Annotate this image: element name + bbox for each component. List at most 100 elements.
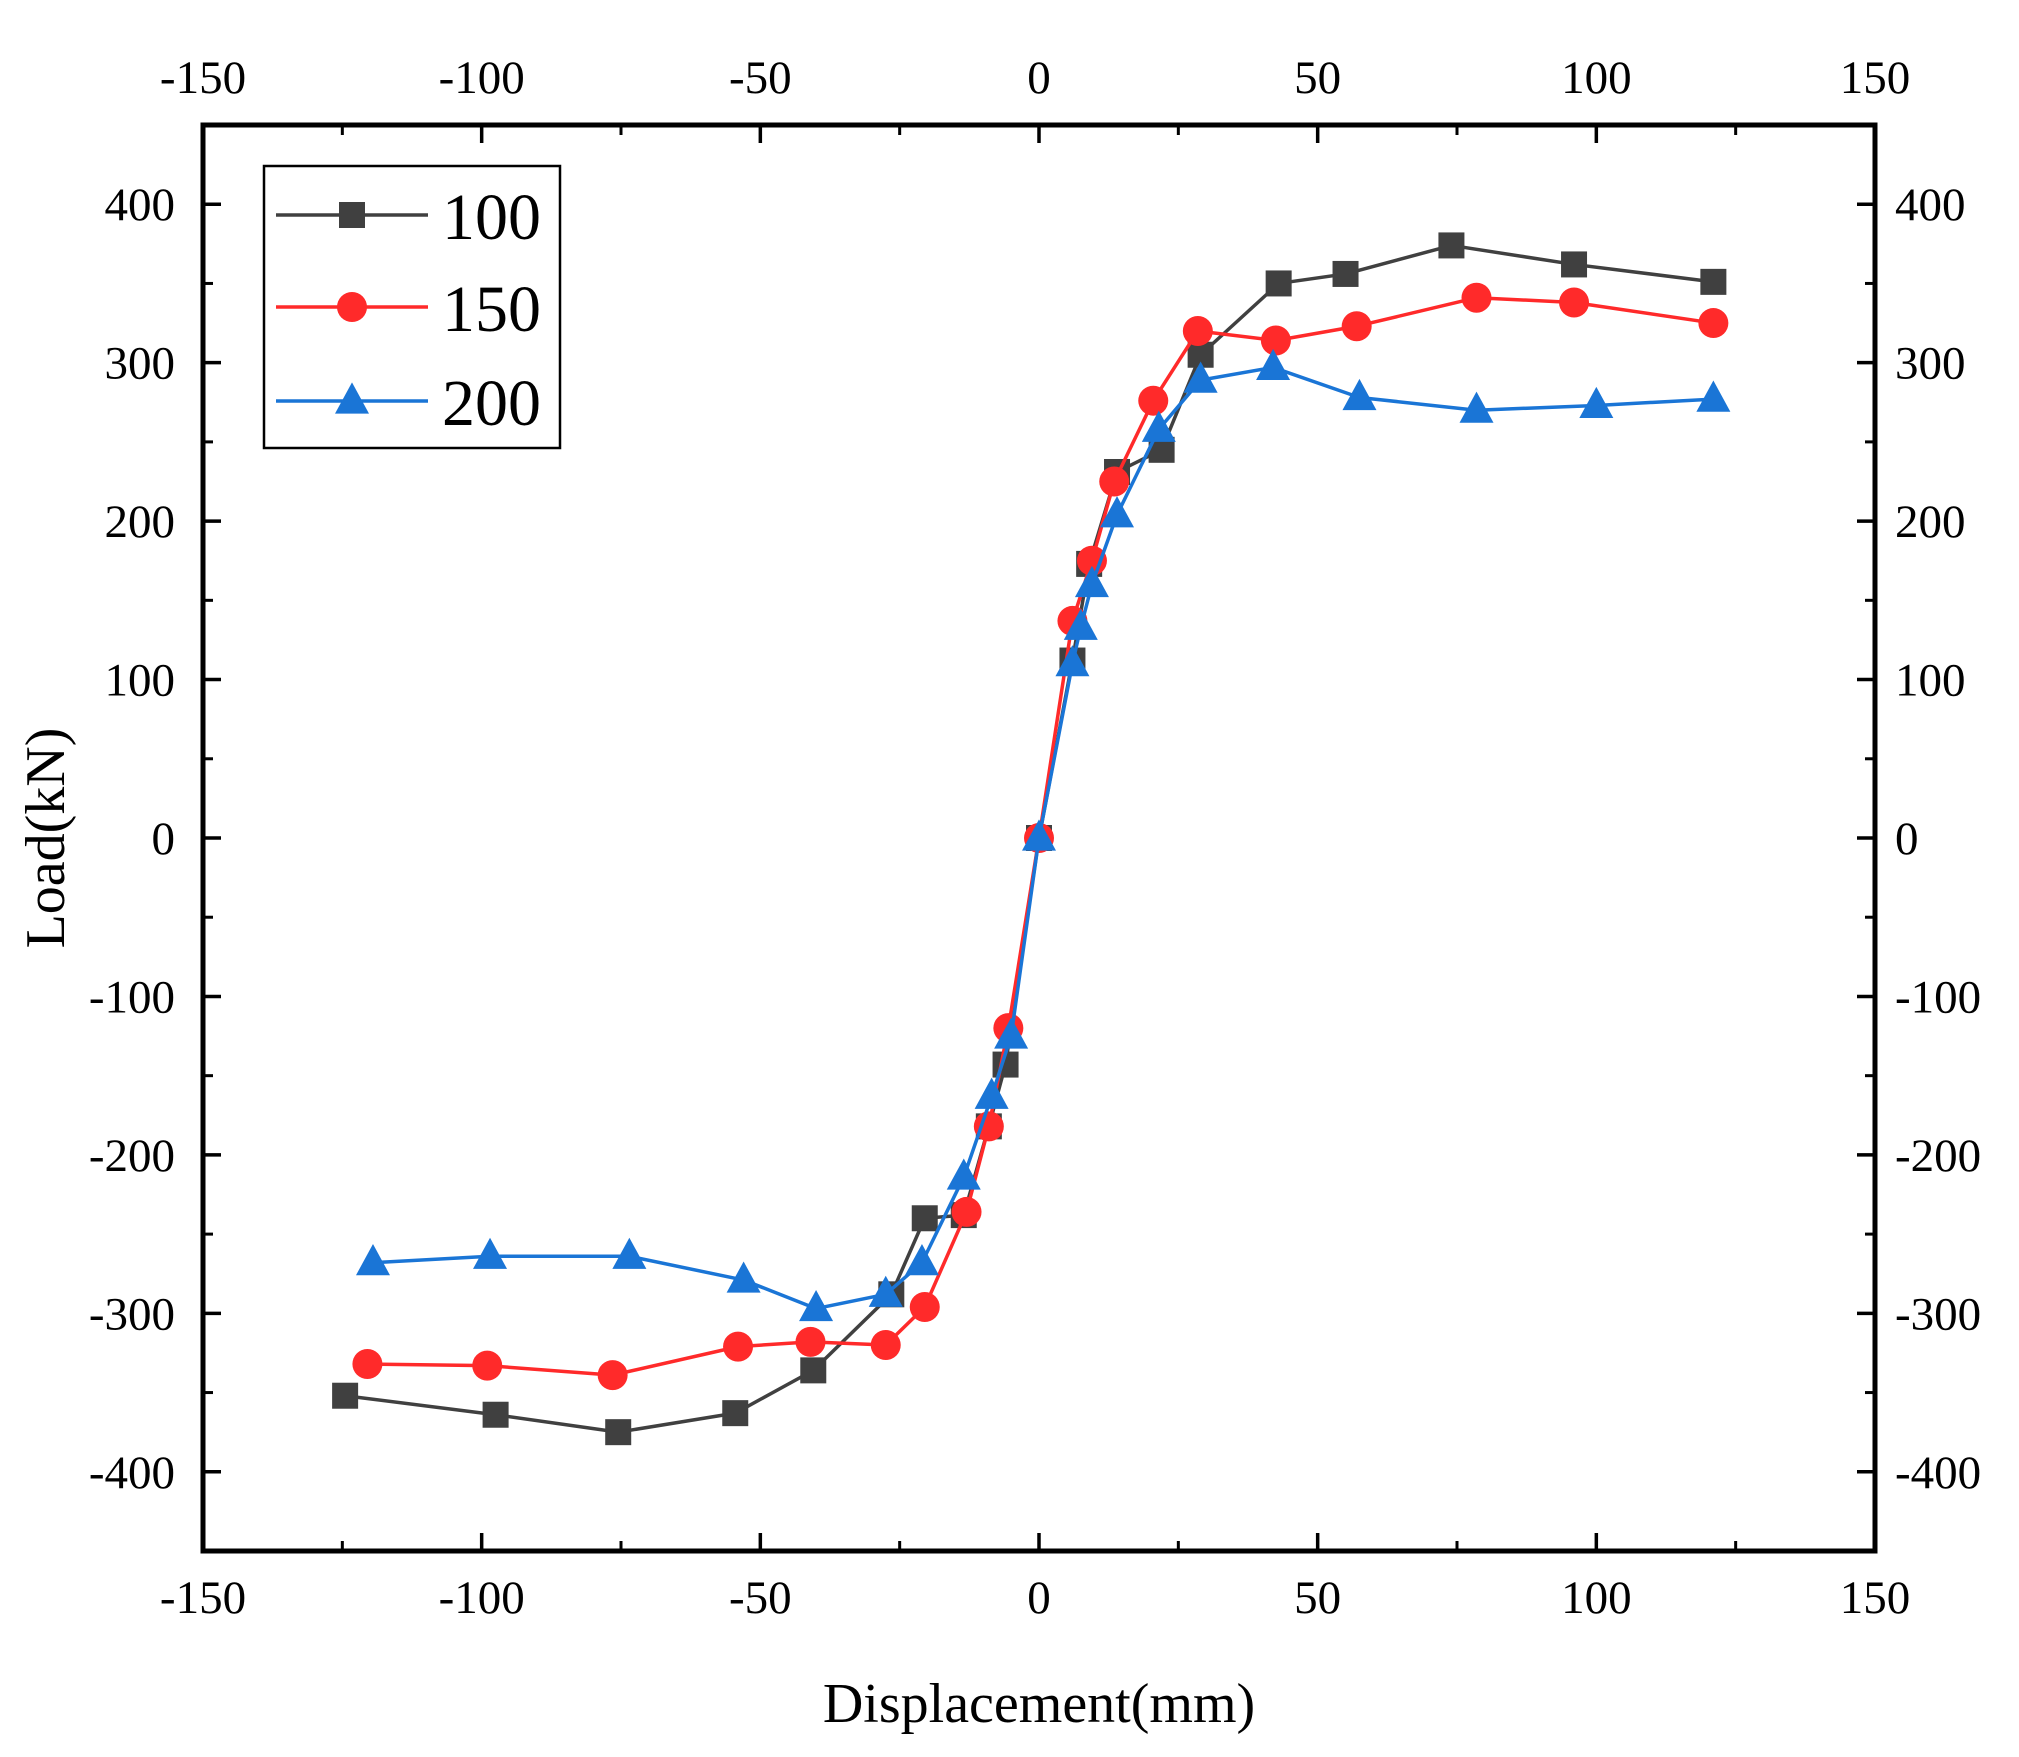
data-point-150 bbox=[723, 1331, 754, 1362]
legend-label: 200 bbox=[442, 367, 541, 440]
data-point-200 bbox=[868, 1275, 903, 1307]
axis-tick-labels: -150 -150 -100 -100 -50 -50 0 0 50 50 100 100 150 150… bbox=[89, 52, 1981, 1624]
data-point-200 bbox=[355, 1244, 390, 1276]
data-point-200 bbox=[974, 1077, 1009, 1109]
data-point-200 bbox=[1256, 348, 1291, 381]
data-point-200 bbox=[1579, 386, 1614, 419]
y-tick-label-left: -100 bbox=[89, 971, 175, 1023]
data-point-100 bbox=[1561, 251, 1588, 278]
data-point-200 bbox=[726, 1261, 761, 1293]
y-tick-label-right: -200 bbox=[1895, 1130, 1981, 1182]
x-tick-label-bottom: -50 bbox=[729, 1572, 792, 1624]
y-tick-label-right: -300 bbox=[1895, 1288, 1981, 1340]
legend-marker-square bbox=[339, 202, 365, 228]
legend-label: 100 bbox=[442, 181, 541, 254]
data-point-100 bbox=[482, 1401, 509, 1428]
y-tick-label-left: 0 bbox=[152, 813, 176, 865]
data-point-200 bbox=[946, 1158, 981, 1190]
data-point-100 bbox=[722, 1400, 749, 1427]
x-tick-label-top: -100 bbox=[439, 52, 525, 104]
series-200 bbox=[355, 348, 1731, 1322]
y-tick-label-right: 200 bbox=[1895, 496, 1966, 548]
y-tick-label-left: 100 bbox=[105, 655, 176, 707]
data-point-100 bbox=[800, 1357, 827, 1384]
legend-entry-100: 100 bbox=[276, 181, 541, 254]
x-tick-label-bottom: 50 bbox=[1294, 1572, 1341, 1624]
data-series bbox=[332, 232, 1731, 1446]
data-point-200 bbox=[1100, 496, 1135, 528]
x-tick-label-top: -50 bbox=[729, 52, 792, 104]
data-point-100 bbox=[1265, 270, 1292, 297]
x-tick-label-top: -150 bbox=[160, 52, 246, 104]
data-point-200 bbox=[904, 1244, 939, 1276]
data-point-200 bbox=[799, 1289, 834, 1322]
x-tick-label-bottom: -100 bbox=[439, 1572, 525, 1624]
data-point-200 bbox=[1141, 410, 1176, 442]
data-point-200 bbox=[1022, 819, 1056, 851]
y-tick-label-right: 100 bbox=[1895, 655, 1966, 707]
legend-marker-triangle bbox=[335, 382, 369, 414]
data-point-150 bbox=[597, 1360, 628, 1391]
legend-entries: 100 150 200 bbox=[276, 181, 541, 440]
y-tick-label-left: -300 bbox=[89, 1288, 175, 1340]
x-tick-label-bottom: 100 bbox=[1561, 1572, 1632, 1624]
data-point-150 bbox=[1341, 311, 1372, 342]
data-point-200 bbox=[1342, 378, 1377, 411]
data-point-150 bbox=[472, 1350, 503, 1381]
data-point-150 bbox=[1698, 308, 1729, 339]
x-tick-label-top: 150 bbox=[1840, 52, 1911, 104]
x-tick-label-bottom: 0 bbox=[1027, 1572, 1051, 1624]
data-point-150 bbox=[951, 1196, 982, 1227]
series-line-200 bbox=[372, 365, 1714, 1311]
legend-marker-circle bbox=[337, 292, 367, 322]
data-point-200 bbox=[612, 1237, 647, 1269]
data-point-150 bbox=[1461, 282, 1492, 313]
legend-entry-150: 150 bbox=[276, 273, 541, 346]
data-point-150 bbox=[1559, 287, 1590, 318]
x-tick-label-bottom: -150 bbox=[160, 1572, 246, 1624]
y-tick-label-right: 400 bbox=[1895, 179, 1966, 231]
data-point-200 bbox=[1063, 608, 1098, 640]
y-tick-label-right: -100 bbox=[1895, 971, 1981, 1023]
x-axis-title: Displacement(mm) bbox=[823, 1673, 1255, 1735]
x-tick-label-top: 0 bbox=[1027, 52, 1051, 104]
data-point-100 bbox=[911, 1205, 938, 1232]
y-tick-label-left: 400 bbox=[105, 179, 176, 231]
data-point-100 bbox=[332, 1382, 359, 1409]
x-tick-label-top: 50 bbox=[1294, 52, 1341, 104]
data-point-150 bbox=[352, 1349, 383, 1380]
data-point-200 bbox=[1055, 645, 1090, 677]
data-point-150 bbox=[973, 1111, 1004, 1142]
legend: 100 150 200 bbox=[262, 164, 562, 450]
y-tick-label-left: 200 bbox=[105, 496, 176, 548]
data-point-150 bbox=[870, 1330, 901, 1361]
data-point-200 bbox=[473, 1237, 508, 1269]
data-point-150 bbox=[909, 1291, 940, 1322]
legend-label: 150 bbox=[442, 273, 541, 346]
data-point-200 bbox=[1696, 380, 1731, 412]
data-point-150 bbox=[795, 1326, 826, 1357]
data-point-150 bbox=[1099, 466, 1130, 497]
y-tick-label-left: 300 bbox=[105, 338, 176, 390]
data-point-150 bbox=[1260, 325, 1291, 356]
y-tick-label-left: -400 bbox=[89, 1447, 175, 1499]
data-point-150 bbox=[1182, 315, 1213, 346]
y-tick-label-right: 300 bbox=[1895, 338, 1966, 390]
data-point-100 bbox=[1438, 232, 1465, 259]
y-tick-label-left: -200 bbox=[89, 1130, 175, 1182]
data-point-200 bbox=[994, 1017, 1029, 1049]
y-tick-label-right: -400 bbox=[1895, 1447, 1981, 1499]
data-point-200 bbox=[1459, 391, 1494, 423]
axis-ticks bbox=[201, 123, 1877, 1553]
data-point-100 bbox=[605, 1419, 632, 1446]
legend-entry-200: 200 bbox=[276, 367, 541, 440]
data-point-200 bbox=[1183, 361, 1218, 393]
x-tick-label-top: 100 bbox=[1561, 52, 1632, 104]
data-point-100 bbox=[1332, 260, 1359, 287]
y-tick-label-right: 0 bbox=[1895, 813, 1919, 865]
data-point-100 bbox=[1700, 268, 1727, 295]
data-point-200 bbox=[1074, 565, 1109, 598]
y-axis-title: Load(kN) bbox=[15, 728, 77, 949]
x-tick-label-bottom: 150 bbox=[1840, 1572, 1911, 1624]
